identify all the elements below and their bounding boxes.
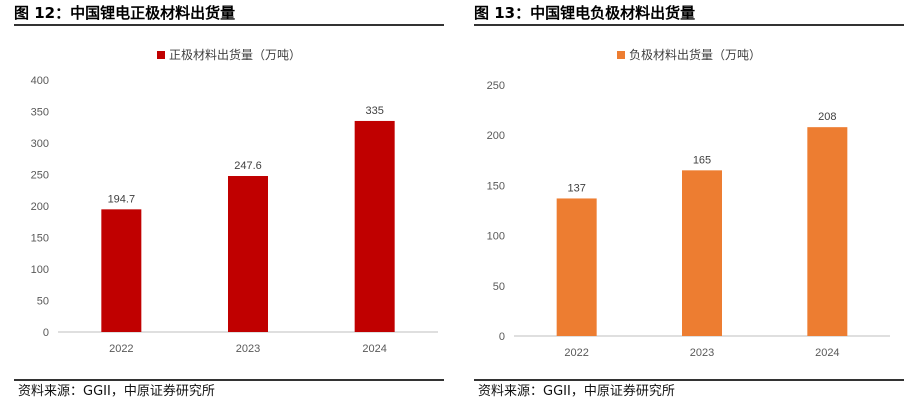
bar xyxy=(682,170,722,336)
y-tick-label: 0 xyxy=(499,331,505,343)
y-tick-label: 350 xyxy=(31,107,49,119)
bar xyxy=(807,127,848,336)
x-tick-label: 2022 xyxy=(109,343,133,355)
x-tick-label: 2023 xyxy=(236,343,260,355)
title-divider xyxy=(474,24,904,26)
chart-panel-positive-material: 图 12：中国锂电正极材料出货量 正极材料出货量（万吨） 0 50 100 150 20… xyxy=(14,0,460,407)
legend-swatch xyxy=(616,51,625,59)
source-note: 资料来源：GGII，中原证券研究所 xyxy=(18,384,215,399)
legend-label: 正极材料出货量（万吨） xyxy=(168,48,301,62)
bar xyxy=(354,120,395,332)
legend-label: 负极材料出货量（万吨） xyxy=(628,48,761,62)
y-tick-label: 50 xyxy=(493,281,505,293)
bar xyxy=(228,176,268,332)
source-divider xyxy=(14,379,444,381)
x-tick-label: 2024 xyxy=(815,347,839,359)
y-tick-label: 400 xyxy=(31,75,49,87)
legend-swatch xyxy=(156,51,165,59)
y-tick-label: 150 xyxy=(31,233,49,245)
y-tick-label: 200 xyxy=(487,130,505,142)
data-label: 335 xyxy=(365,105,383,117)
source-note: 资料来源：GGII，中原证券研究所 xyxy=(478,384,675,399)
bar xyxy=(556,198,597,336)
chart-legend: 负极材料出货量（万吨） xyxy=(474,46,904,63)
bar-chart: 0 50 100 150 200 250 300 350 400 194.7 2022 247.6 20… xyxy=(31,75,438,355)
data-label: 208 xyxy=(818,111,836,123)
data-label: 194.7 xyxy=(108,193,136,205)
chart-panel-negative-material: 图 13：中国锂电负极材料出货量 负极材料出货量（万吨） 0 50 100 150 20… xyxy=(474,0,920,407)
y-tick-label: 300 xyxy=(31,138,49,150)
data-label: 165 xyxy=(693,154,711,166)
title-divider xyxy=(14,24,444,26)
data-label: 247.6 xyxy=(234,160,262,172)
source-divider xyxy=(474,379,904,381)
figure-title: 图 12：中国锂电正极材料出货量 xyxy=(14,4,236,22)
x-tick-label: 2022 xyxy=(564,347,588,359)
data-label: 137 xyxy=(567,182,585,194)
y-tick-label: 100 xyxy=(31,264,49,276)
bar-chart: 0 50 100 150 200 250 137 2022 165 2023 208 2024 xyxy=(487,80,890,359)
x-tick-label: 2024 xyxy=(362,343,386,355)
y-tick-label: 0 xyxy=(43,327,49,339)
y-tick-label: 250 xyxy=(31,170,49,182)
y-tick-label: 100 xyxy=(487,231,505,243)
y-tick-label: 200 xyxy=(31,201,49,213)
y-tick-label: 50 xyxy=(37,296,49,308)
chart-legend: 正极材料出货量（万吨） xyxy=(14,46,444,63)
bar xyxy=(101,209,142,332)
figure-title: 图 13：中国锂电负极材料出货量 xyxy=(474,4,696,22)
y-tick-label: 150 xyxy=(487,180,505,192)
x-tick-label: 2023 xyxy=(690,347,714,359)
y-tick-label: 250 xyxy=(487,80,505,92)
